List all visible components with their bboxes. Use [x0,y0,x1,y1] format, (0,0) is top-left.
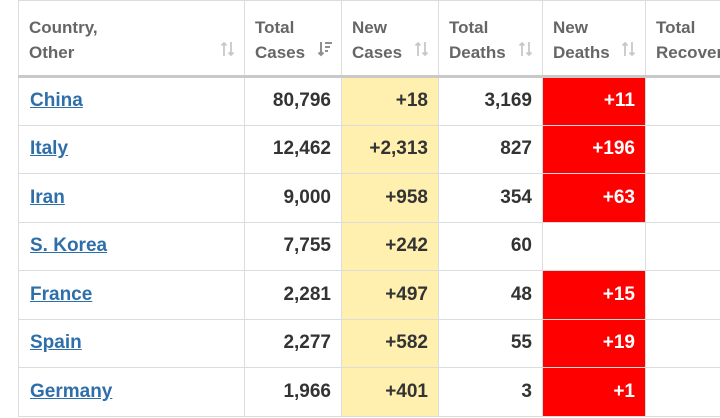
cell-new-cases: +401 [341,367,439,417]
cell-new-deaths: +63 [542,173,646,223]
column-header-country[interactable]: Country, Other [18,0,245,78]
cell-total-cases: 2,281 [244,270,342,320]
header-label-line1: Country, [29,18,98,37]
header-label-line1: New [352,18,387,37]
cell-total-cases: 7,755 [244,221,342,271]
table-container: Country, Other Total Cases New Cases [18,0,720,418]
cell-total-recovered [645,367,720,417]
header-label-line2: Recover [656,43,720,62]
cell-total-deaths: 48 [438,270,543,320]
header-label-line2: Deaths [553,43,610,62]
header-row: Country, Other Total Cases New Cases [18,0,720,78]
country-link[interactable]: Italy [30,138,69,160]
column-header-total-recovered[interactable]: Total Recover [645,0,720,78]
cell-total-deaths: 827 [438,124,543,174]
cell-new-deaths: +15 [542,270,646,320]
cell-total-recovered: 2 [645,173,720,223]
cell-new-cases: +18 [341,76,439,126]
covid-stats-table: Country, Other Total Cases New Cases [18,0,720,417]
cell-country: China [18,76,245,126]
cell-total-recovered [645,318,720,368]
cell-new-deaths: +11 [542,76,646,126]
cell-total-recovered [645,270,720,320]
cell-new-cases: +2,313 [341,124,439,174]
table-row: France 2,281 +497 48 +15 [18,270,720,320]
cell-total-deaths: 3,169 [438,76,543,126]
column-header-new-deaths[interactable]: New Deaths [542,0,646,78]
cell-total-deaths: 55 [438,318,543,368]
column-header-total-deaths[interactable]: Total Deaths [438,0,543,78]
cell-country: Iran [18,173,245,223]
column-header-total-cases[interactable]: Total Cases [244,0,342,78]
country-link[interactable]: Spain [30,332,82,354]
cell-total-cases: 2,277 [244,318,342,368]
cell-new-deaths: +1 [542,367,646,417]
cell-total-recovered [645,221,720,271]
sort-arrows-icon[interactable] [518,39,534,59]
cell-total-recovered: 1 [645,124,720,174]
cell-country: Spain [18,318,245,368]
country-link[interactable]: Germany [30,380,113,402]
header-label-line1: New [553,18,588,37]
header-label-line2: Cases [255,43,306,62]
cell-new-deaths: +19 [542,318,646,368]
cell-total-cases: 12,462 [244,124,342,174]
header-label-line1: Total [449,18,489,37]
table-row: China 80,796+183,169+1162 [18,76,720,126]
cell-new-cases: +582 [341,318,439,368]
column-header-new-cases[interactable]: New Cases [341,0,439,78]
header-label-line2: Deaths [449,43,506,62]
cell-new-deaths [542,221,646,271]
cell-new-cases: +497 [341,270,439,320]
cell-country: France [18,270,245,320]
cell-new-cases: +958 [341,173,439,223]
cell-total-deaths: 60 [438,221,543,271]
cell-total-recovered: 62 [645,76,720,126]
cell-total-cases: 1,966 [244,367,342,417]
country-link[interactable]: Iran [30,186,65,208]
sort-arrows-icon[interactable] [414,39,430,59]
cell-total-deaths: 354 [438,173,543,223]
header-label-line1: Total [255,18,295,37]
cell-country: S. Korea [18,221,245,271]
sort-descending-icon[interactable] [317,39,333,59]
country-link[interactable]: S. Korea [30,235,108,257]
country-link[interactable]: France [30,283,93,305]
sort-arrows-icon[interactable] [621,39,637,59]
header-label-line1: Total [656,18,696,37]
cell-new-deaths: +196 [542,124,646,174]
header-label-line2: Cases [352,43,403,62]
country-link[interactable]: China [30,90,83,112]
cell-total-cases: 80,796 [244,76,342,126]
table-row: S. Korea 7,755 +242 60 [18,221,720,271]
sort-arrows-icon[interactable] [220,39,236,59]
table-row: Spain 2,277 +582 55 +19 [18,318,720,368]
cell-country: Germany [18,367,245,417]
cell-new-cases: +242 [341,221,439,271]
header-label-line2: Other [29,43,75,62]
cell-total-cases: 9,000 [244,173,342,223]
cell-country: Italy [18,124,245,174]
table-row: Germany 1,966 +401 3 +1 [18,367,720,417]
cell-total-deaths: 3 [438,367,543,417]
